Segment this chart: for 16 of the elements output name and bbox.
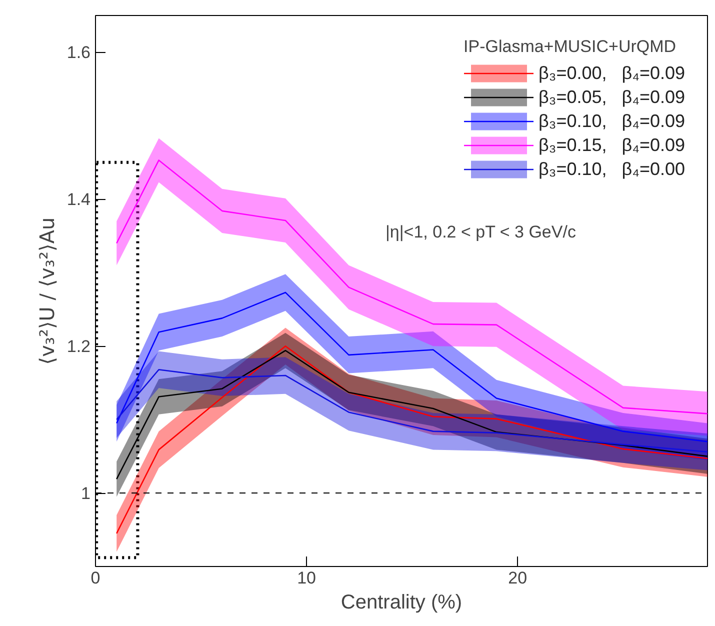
legend-title: IP-Glasma+MUSIC+UrQMD: [464, 37, 678, 57]
legend-label: β₃=0.00, β₄=0.09: [538, 62, 685, 84]
legend-label: β₃=0.10, β₄=0.09: [538, 110, 685, 132]
x-axis-title: Centrality (%): [340, 592, 462, 614]
y-axis-title: ⟨v₃²⟩U / ⟨v₃²⟩Au: [34, 217, 59, 365]
x-tick-label: 20: [508, 568, 528, 588]
annotation: |η|<1, 0.2 < pT < 3 GeV/c: [386, 222, 576, 242]
legend-label: β₃=0.10, β₄=0.00: [538, 158, 685, 180]
x-tick-label: 0: [90, 568, 100, 588]
y-tick-label: 1.4: [66, 190, 91, 210]
y-tick-label: 1: [81, 484, 91, 504]
y-tick-label: 1.2: [66, 337, 91, 356]
x-tick-label: 10: [297, 568, 316, 588]
y-tick-label: 1.6: [66, 43, 91, 62]
legend-label: β₃=0.05, β₄=0.09: [538, 86, 685, 108]
legend-label: β₃=0.15, β₄=0.09: [538, 134, 685, 156]
